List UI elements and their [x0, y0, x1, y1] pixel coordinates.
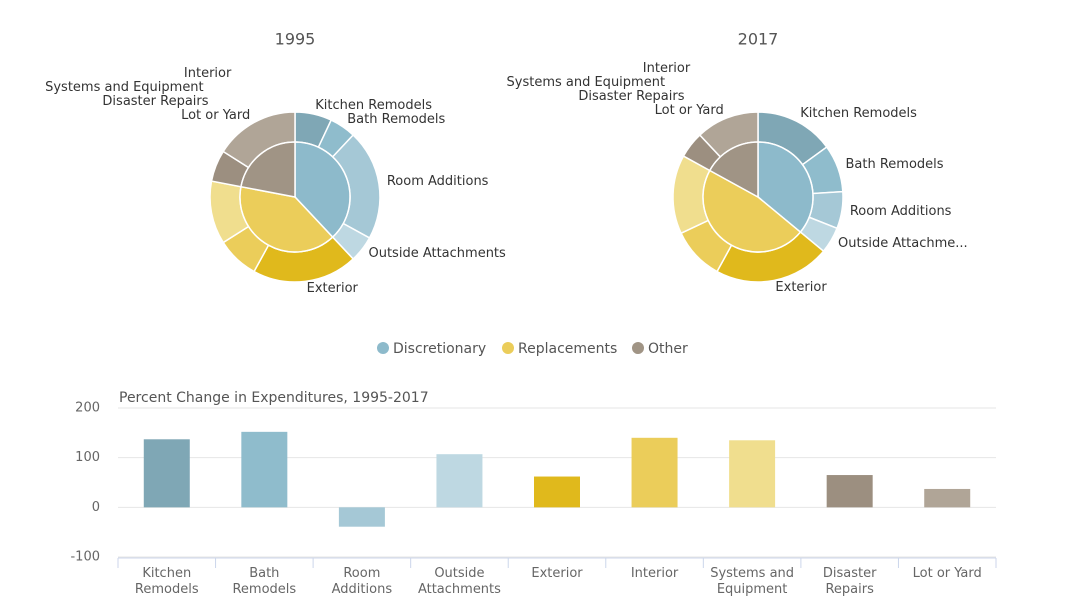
- legend-label: Other: [648, 341, 688, 357]
- inner-ring-border: [239, 141, 351, 253]
- bar: [436, 454, 483, 508]
- y-tick-label: -100: [70, 550, 100, 565]
- x-tick-label: Systems and Equipment: [710, 566, 795, 597]
- x-tick-label: Interior: [630, 566, 679, 581]
- slice-label: Room Additions: [849, 203, 952, 219]
- y-tick-label: 0: [92, 500, 100, 515]
- slice-label: Disaster Repairs: [102, 93, 209, 109]
- legend-label: Replacements: [518, 341, 617, 357]
- x-tick-label: Exterior: [531, 566, 583, 581]
- slice-label: Interior: [642, 60, 691, 76]
- bar: [924, 488, 971, 508]
- slice-label: Bath Remodels: [347, 112, 446, 128]
- x-tick-label: Disaster Repairs: [822, 566, 877, 597]
- slice-label: Lot or Yard: [654, 102, 724, 118]
- legend-marker: [377, 342, 389, 354]
- legend-marker: [502, 342, 514, 354]
- legend-marker: [632, 342, 644, 354]
- bar: [143, 439, 190, 508]
- pie-title: 2017: [738, 30, 779, 49]
- slice-label: Systems and Equipment: [506, 74, 666, 90]
- slice-label: Exterior: [775, 280, 827, 296]
- x-tick-label: Bath Remodels: [232, 566, 297, 597]
- bar: [729, 440, 776, 508]
- slice-label: Kitchen Remodels: [315, 98, 432, 114]
- slice-label: Interior: [183, 65, 232, 81]
- bar: [826, 475, 873, 508]
- y-tick-label: 100: [75, 450, 100, 465]
- bar-title: Percent Change in Expenditures, 1995-201…: [119, 390, 429, 406]
- slice-label: Room Additions: [386, 174, 489, 190]
- slice-label: Outside Attachments: [368, 246, 506, 261]
- y-tick-label: 200: [75, 401, 100, 416]
- slice-label: Outside Attachme...: [838, 236, 968, 252]
- slice-label: Lot or Yard: [181, 107, 251, 123]
- legend-label: Discretionary: [393, 341, 486, 357]
- slice-label: Disaster Repairs: [578, 88, 685, 104]
- bar: [631, 437, 678, 508]
- slice-label: Exterior: [306, 281, 358, 297]
- slice-label: Bath Remodels: [845, 157, 944, 173]
- x-tick-label: Room Additions: [331, 566, 393, 597]
- x-tick-label: Outside Attachments: [417, 566, 501, 597]
- x-tick-label: Kitchen Remodels: [134, 566, 199, 597]
- bar: [241, 431, 288, 508]
- slice-label: Kitchen Remodels: [800, 106, 917, 122]
- inner-ring-border: [702, 141, 814, 253]
- bar: [534, 476, 580, 508]
- pie-title: 1995: [275, 30, 316, 49]
- bar: [338, 507, 385, 527]
- slice-label: Systems and Equipment: [45, 79, 204, 95]
- x-tick-label: Lot or Yard: [912, 566, 982, 581]
- inner-slice: [757, 141, 814, 234]
